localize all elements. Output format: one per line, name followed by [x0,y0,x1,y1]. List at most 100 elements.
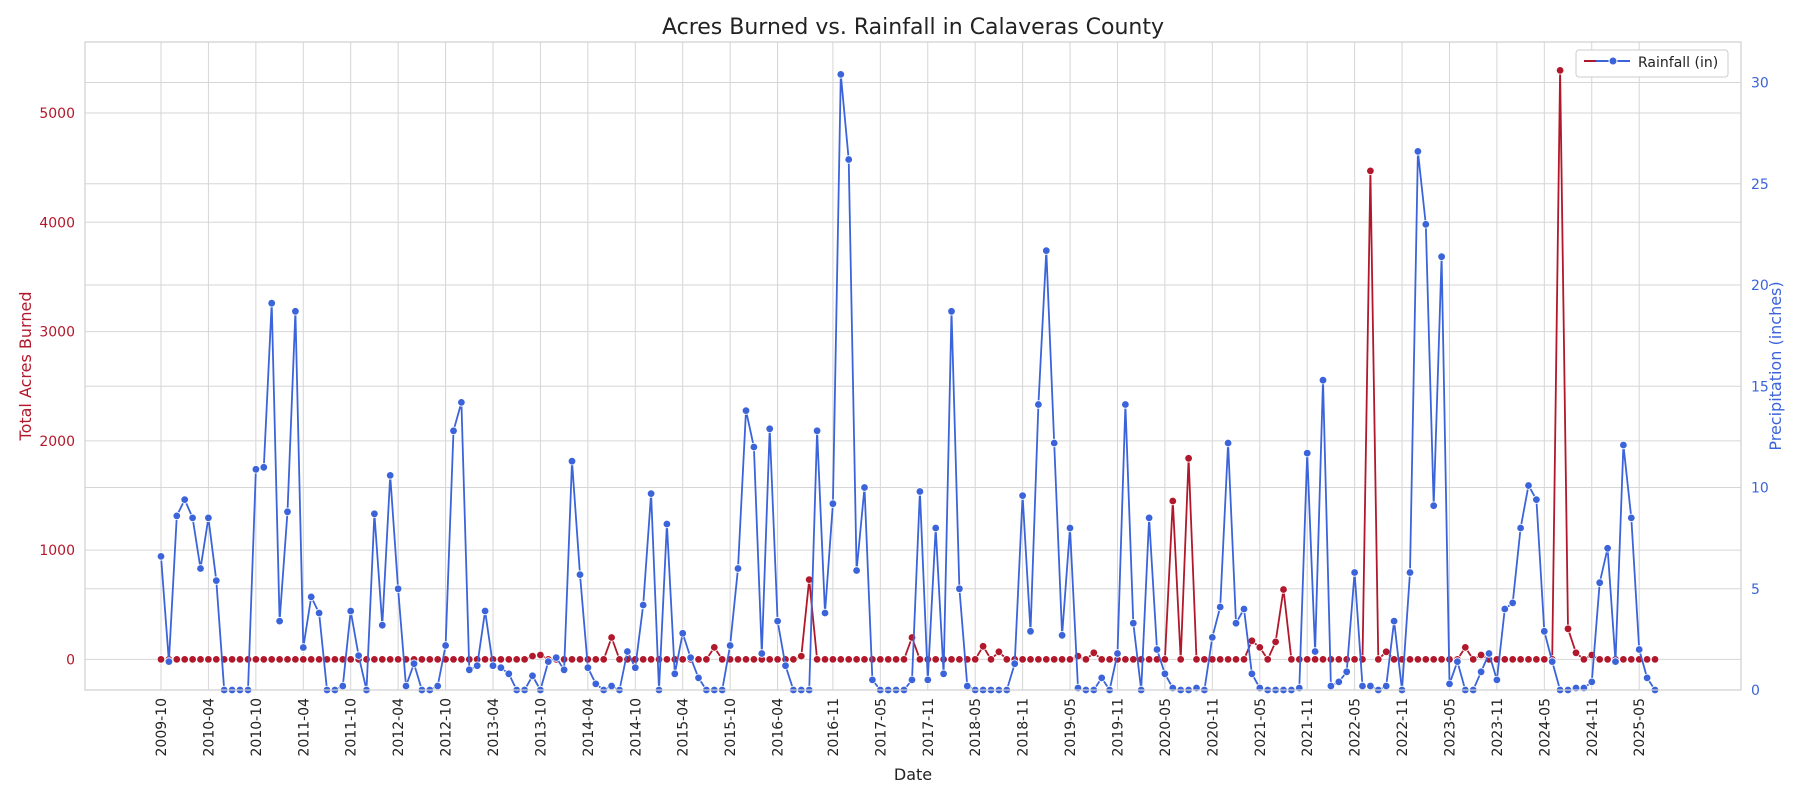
rain-point [386,471,395,480]
rain-point [907,675,917,685]
left-tick-label: 4000 [39,215,75,231]
acres-point [654,655,664,664]
rain-point [812,426,822,435]
x-tick-label: 2010-04 [201,698,217,757]
x-tick-label: 2018-05 [968,698,984,757]
legend-marker-rain [1608,56,1618,66]
acres-point [378,655,387,664]
right-tick-label: 25 [1751,177,1769,193]
x-tick-label: 2023-11 [1490,698,1506,757]
acres-point [1160,655,1170,664]
rain-point [1405,568,1415,577]
rain-point [1310,647,1320,656]
rain-point [852,566,861,575]
acres-point [520,655,529,664]
right-tick-label: 0 [1751,683,1760,699]
acres-point [575,655,585,664]
rain-point [212,576,221,585]
acres-point [1049,655,1059,664]
acres-point [267,655,276,664]
acres-point [1239,655,1249,664]
rain-point [291,307,300,316]
acres-point [204,655,213,664]
acres-point [971,655,980,664]
rain-point [1358,681,1367,691]
rain-point [1208,633,1217,642]
x-tick-label: 2015-04 [676,698,692,757]
rain-point [583,663,593,672]
acres-point [243,655,253,664]
rain-point [947,307,956,316]
acres-point [844,655,853,664]
acres-point [1310,655,1320,664]
rain-point [1065,523,1075,533]
rain-point [741,406,751,415]
rain-point [259,463,268,472]
rain-point [441,641,450,650]
x-tick-label: 2015-10 [723,698,739,757]
left-tick-label: 0 [66,652,75,668]
rain-point [749,442,759,452]
acres-point [1255,643,1264,652]
acres-point [1429,655,1438,664]
acres-point [899,655,909,664]
acres-series [156,66,1660,664]
x-tick-label: 2016-04 [771,698,787,757]
right-tick-label: 10 [1751,481,1769,497]
rain-point [670,669,679,678]
acres-point [1571,648,1581,657]
x-tick-label: 2013-04 [486,698,502,757]
rain-point [496,663,506,672]
acres-point [1366,166,1375,176]
rain-point [1445,679,1454,689]
x-tick-label: 2025-05 [1632,698,1648,757]
rain-point [1018,491,1027,500]
acres-point [1627,655,1636,664]
rain-point [504,669,513,678]
rain-point [1579,683,1589,693]
rain-point [1215,602,1225,612]
acres-point [1461,643,1470,652]
right-axis-ticks: 0 5 10 15 20 25 30 [1751,76,1769,700]
acres-point [172,655,181,664]
acres-point [765,655,774,664]
acres-point [1231,655,1241,664]
acres-point [820,655,830,664]
acres-point [1144,655,1154,664]
acres-point [1089,648,1098,657]
rain-point [283,507,292,516]
rain-point [773,616,782,626]
rain-point [346,606,355,616]
x-tick-label: 2014-04 [581,698,597,757]
acres-point [955,655,964,664]
acres-point [156,655,166,664]
acres-point [227,655,237,664]
rain-point [164,657,174,666]
rain-point [1034,400,1043,409]
rain-point [528,671,537,680]
rain-point [1010,659,1019,668]
rain-point [1168,683,1177,693]
acres-point [718,655,727,664]
acres-point [1619,655,1628,664]
acres-point [307,655,316,664]
acres-point [425,655,434,664]
rain-point [1642,673,1652,683]
acres-point [915,655,925,664]
rain-point [1516,523,1525,533]
acres-point [496,655,506,664]
rain-point [1334,677,1343,687]
rain-point [401,681,411,691]
right-tick-label: 20 [1751,278,1769,294]
x-tick-label: 2023-05 [1443,698,1459,757]
acres-point [773,655,782,664]
rain-point [354,651,363,660]
rain-point [1508,598,1517,608]
acres-point [212,655,221,664]
acres-point [1389,655,1399,664]
rain-point [860,483,869,492]
rain-point [1587,677,1596,687]
rain-point [393,584,403,593]
rain-point [1129,619,1138,628]
acres-point [1042,655,1051,664]
